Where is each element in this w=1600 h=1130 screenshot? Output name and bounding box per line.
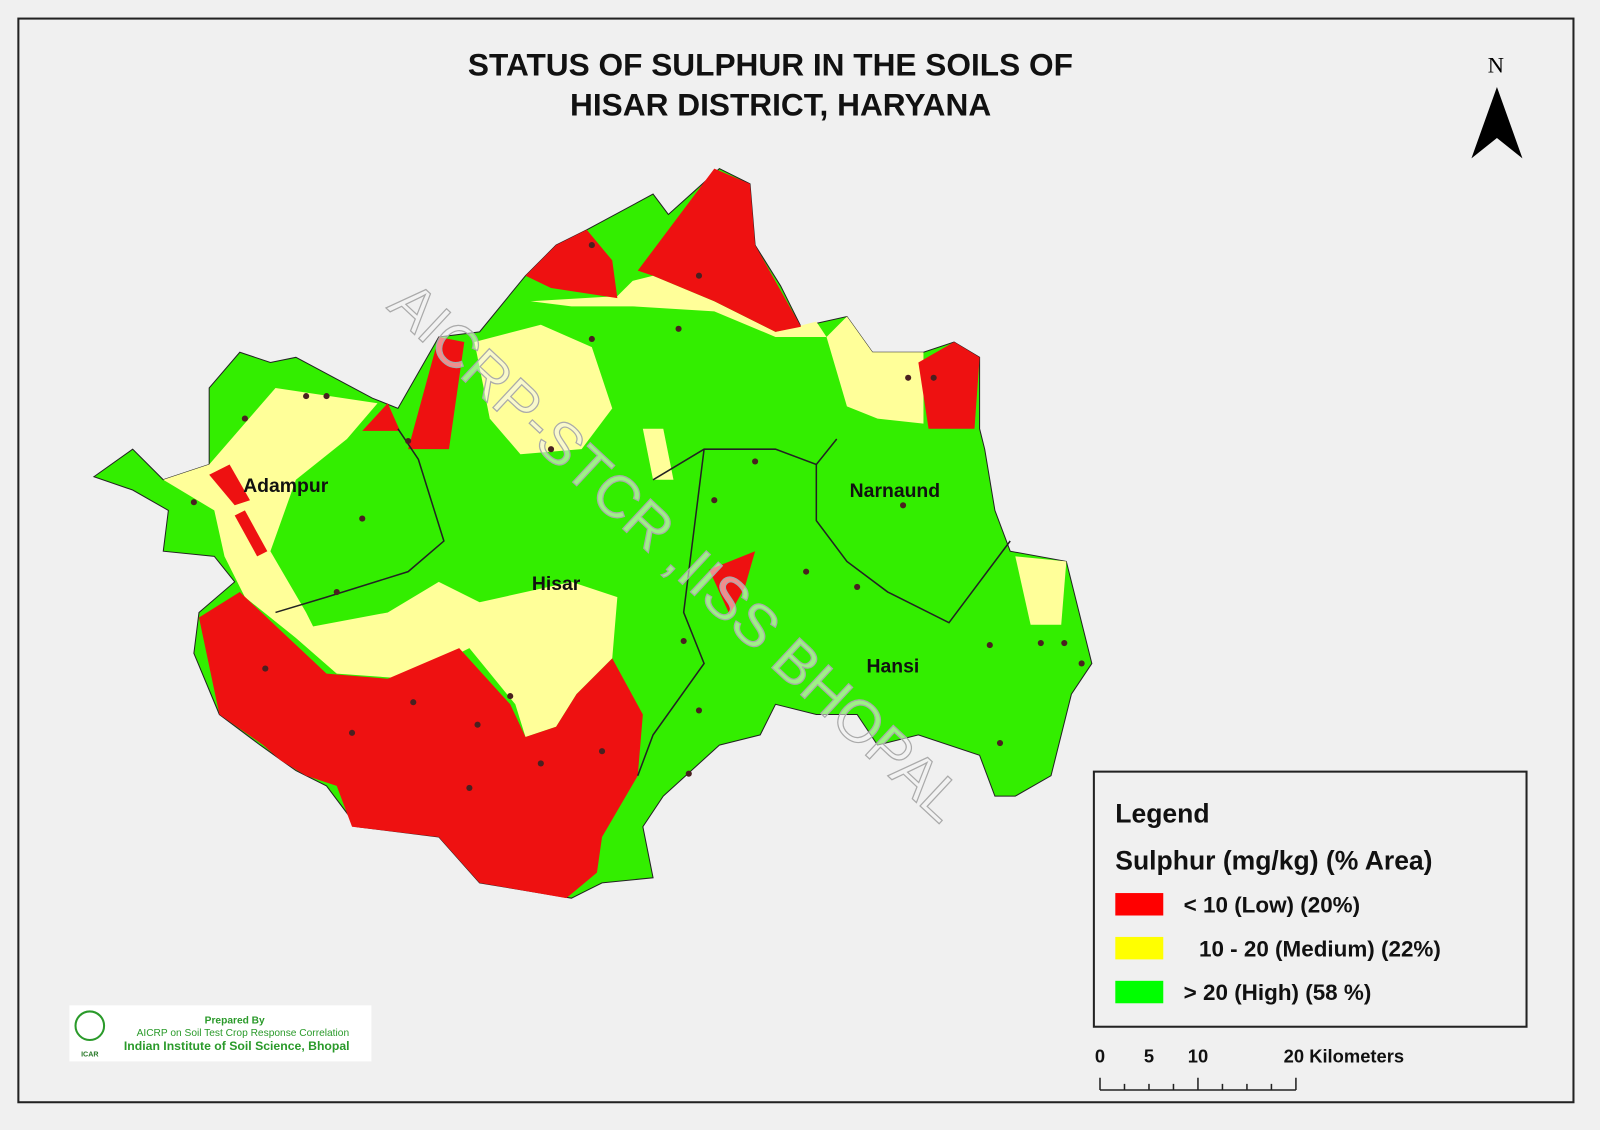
title-line1: STATUS OF SULPHUR IN THE SOILS OF	[468, 47, 1073, 83]
sample-point	[803, 568, 810, 575]
boundary	[652, 438, 838, 481]
low-patch	[709, 551, 756, 615]
credit-line: AICRP on Soil Test Crop Response Correla…	[137, 1028, 350, 1039]
sample-point	[303, 393, 310, 400]
sample-point	[752, 458, 759, 465]
sample-point	[588, 335, 595, 343]
sample-point	[348, 729, 356, 736]
boundary	[815, 464, 1011, 624]
sample-point	[474, 721, 481, 728]
sample-point	[588, 242, 595, 249]
legend-swatch	[1115, 893, 1164, 916]
sample-point	[930, 374, 937, 381]
sample-point	[190, 499, 197, 506]
low-patch	[209, 464, 250, 506]
region-label: Adampur	[243, 475, 329, 497]
sample-points	[190, 242, 1085, 792]
legend-title: Sulphur (mg/kg) (% Area)	[1115, 846, 1432, 876]
medium-patch	[474, 324, 613, 455]
region-label: Narnaund	[850, 480, 940, 502]
legend: Legend Sulphur (mg/kg) (% Area) < 10 (Lo…	[1092, 770, 1528, 1028]
title-line2: HISAR DISTRICT, HARYANA	[570, 87, 991, 123]
sample-point	[1037, 640, 1044, 647]
sample-point	[241, 415, 248, 422]
sample-point	[680, 637, 687, 645]
medium-patch	[306, 581, 618, 737]
low-patch	[918, 342, 980, 429]
sample-point	[854, 583, 861, 590]
tehsil-boundaries	[275, 428, 1011, 776]
credit-line: Prepared By	[205, 1016, 265, 1027]
boundary	[275, 428, 445, 614]
north-label: N	[1488, 53, 1504, 78]
sample-point	[323, 393, 330, 400]
sample-point	[996, 740, 1004, 747]
sample-point	[711, 497, 718, 504]
sample-point	[986, 642, 993, 649]
medium-patch	[826, 316, 924, 424]
medium-patch	[530, 275, 827, 337]
sample-point	[359, 515, 366, 522]
low-patch	[362, 403, 400, 431]
sample-point	[547, 446, 555, 453]
sample-point	[507, 693, 514, 700]
low-patch	[525, 229, 618, 299]
sample-point	[410, 699, 417, 706]
zone-low	[198, 168, 980, 899]
low-patch	[198, 592, 643, 899]
zone-medium	[163, 275, 1067, 737]
sample-point	[466, 784, 473, 792]
sample-point	[1078, 660, 1085, 667]
low-patch	[234, 510, 268, 557]
north-arrow: N	[1471, 53, 1523, 159]
sample-point	[262, 665, 269, 672]
medium-patch	[163, 387, 378, 674]
region-label: Hisar	[532, 573, 581, 595]
legend-swatch	[1115, 936, 1164, 960]
logo-mark	[74, 1010, 106, 1042]
credit: ICAR Prepared By AICRP on Soil Test Crop…	[69, 1005, 372, 1062]
scale-label: 20 Kilometers	[1284, 1045, 1404, 1066]
legend-swatch	[1115, 980, 1164, 1004]
sample-point	[1061, 640, 1068, 647]
legend-box	[1092, 770, 1528, 1028]
boundary	[637, 449, 705, 776]
sample-point	[675, 325, 682, 332]
legend-heading: Legend	[1115, 799, 1209, 829]
north-arrow-shape	[1471, 86, 1523, 159]
legend-label: 10 - 20 (Medium) (22%)	[1199, 936, 1441, 961]
map-frame	[17, 17, 1575, 1104]
credit-line: Indian Institute of Soil Science, Bhopal	[124, 1039, 350, 1053]
sample-point	[333, 588, 340, 596]
scale-ticks	[1099, 1077, 1297, 1091]
sample-point	[537, 760, 544, 767]
sample-point	[685, 770, 692, 777]
sample-point	[695, 272, 703, 279]
sample-point	[598, 748, 606, 755]
legend-label: < 10 (Low) (20%)	[1184, 892, 1360, 917]
sample-point	[900, 502, 907, 509]
medium-patch	[1015, 556, 1067, 625]
low-patch	[408, 336, 465, 450]
sample-point	[905, 374, 912, 381]
credit-box	[69, 1005, 372, 1062]
legend-label: > 20 (High) (58 %)	[1184, 980, 1372, 1005]
scale-label: 5	[1144, 1045, 1154, 1066]
scale-label: 0	[1095, 1045, 1105, 1066]
district	[92, 167, 1093, 899]
logo-text: ICAR	[81, 1050, 98, 1058]
legend-items: < 10 (Low) (20%) 10 - 20 (Medium) (22%) > …	[1115, 892, 1441, 1005]
low-patch	[637, 168, 802, 332]
scale-bar: 0 5 10 20 Kilometers	[1095, 1045, 1404, 1091]
sample-point	[695, 707, 703, 714]
region-label: Hansi	[866, 656, 919, 678]
scale-label: 10	[1188, 1045, 1208, 1066]
sample-point	[405, 437, 412, 445]
